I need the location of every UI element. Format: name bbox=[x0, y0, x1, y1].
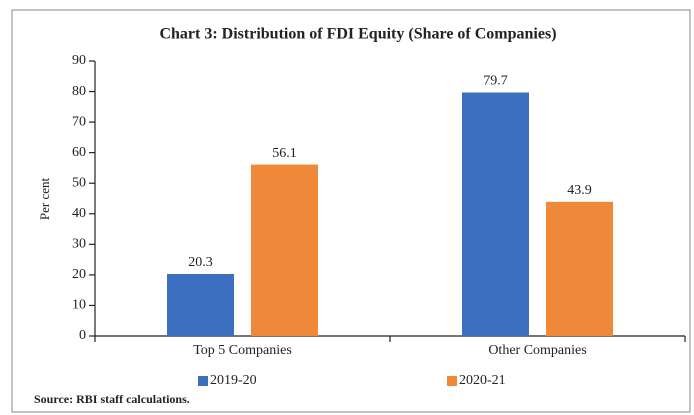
bar bbox=[462, 92, 529, 336]
y-tick-label: 30 bbox=[72, 237, 86, 252]
x-tick-label: Other Companies bbox=[488, 343, 586, 358]
bar bbox=[251, 164, 318, 336]
legend-swatch bbox=[198, 376, 208, 386]
value-label: 20.3 bbox=[188, 255, 213, 270]
y-tick-label: 90 bbox=[72, 53, 86, 68]
legend-label: 2020-21 bbox=[459, 373, 506, 388]
y-tick-label: 70 bbox=[72, 114, 86, 129]
value-label: 56.1 bbox=[272, 146, 297, 161]
bar bbox=[546, 201, 613, 336]
frame bbox=[11, 9, 691, 413]
y-tick-label: 20 bbox=[72, 267, 86, 282]
x-tick-label: Top 5 Companies bbox=[193, 343, 292, 358]
y-tick-label: 40 bbox=[72, 206, 86, 221]
value-label: 43.9 bbox=[567, 183, 592, 198]
y-axis-label: Per cent bbox=[37, 177, 52, 220]
source-note: Source: RBI staff calculations. bbox=[34, 392, 190, 406]
legend-label: 2019-20 bbox=[210, 373, 257, 388]
legend-swatch bbox=[447, 376, 457, 386]
y-tick-label: 50 bbox=[72, 175, 86, 190]
chart-title: Chart 3: Distribution of FDI Equity (Sha… bbox=[159, 26, 556, 43]
y-tick-label: 0 bbox=[79, 328, 86, 343]
bar bbox=[167, 273, 234, 336]
y-tick-label: 10 bbox=[72, 298, 86, 313]
y-tick-label: 80 bbox=[72, 84, 86, 99]
y-tick-label: 60 bbox=[72, 145, 86, 160]
value-label: 79.7 bbox=[483, 74, 508, 89]
